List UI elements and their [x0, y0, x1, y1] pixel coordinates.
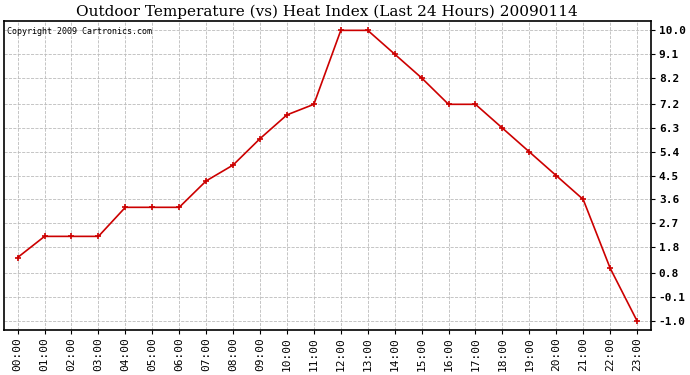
Title: Outdoor Temperature (vs) Heat Index (Last 24 Hours) 20090114: Outdoor Temperature (vs) Heat Index (Las…: [77, 4, 578, 18]
Text: Copyright 2009 Cartronics.com: Copyright 2009 Cartronics.com: [8, 27, 152, 36]
